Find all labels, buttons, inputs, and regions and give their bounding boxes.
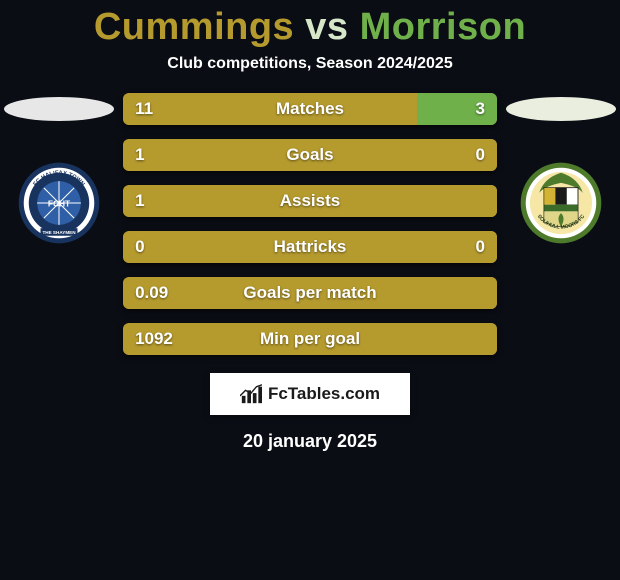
stat-bar: 0.09Goals per match [123,277,497,309]
solihull-crest-icon: SOLIHULL MOORS FC [519,161,603,245]
main-row: FCHT FC HALIFAX TOWN THE SHAYMEN 113Matc… [0,93,620,355]
date-text: 20 january 2025 [243,431,377,452]
bars-chart-icon [240,383,262,405]
subtitle: Club competitions, Season 2024/2025 [167,55,452,73]
brand-box: FcTables.com [210,373,410,415]
brand-text: FcTables.com [268,384,380,404]
bar-label: Goals [123,139,497,171]
stat-bar: 1092Min per goal [123,323,497,355]
left-side: FCHT FC HALIFAX TOWN THE SHAYMEN [0,93,118,245]
stat-bar: 10Goals [123,139,497,171]
stat-bar: 00Hattricks [123,231,497,263]
left-shadow [4,97,114,121]
right-crest: SOLIHULL MOORS FC [519,161,603,245]
stat-bar: 113Matches [123,93,497,125]
bar-label: Hattricks [123,231,497,263]
title-right: Morrison [360,6,527,48]
bars-container: 113Matches 10Goals 1Assists 00Hattricks 0.09… [123,93,497,355]
right-side: SOLIHULL MOORS FC [502,93,620,245]
svg-text:THE SHAYMEN: THE SHAYMEN [42,230,76,235]
page-title: Cummings vs Morrison [94,6,526,49]
bar-label: Min per goal [123,323,497,355]
title-left: Cummings [94,6,294,48]
svg-text:FCHT: FCHT [48,198,71,208]
right-shadow [506,97,616,121]
bar-label: Goals per match [123,277,497,309]
left-crest: FCHT FC HALIFAX TOWN THE SHAYMEN [17,161,101,245]
stat-bar: 1Assists [123,185,497,217]
bar-label: Assists [123,185,497,217]
halifax-crest-icon: FCHT FC HALIFAX TOWN THE SHAYMEN [17,161,101,245]
bar-label: Matches [123,93,497,125]
title-vs: vs [305,6,359,48]
